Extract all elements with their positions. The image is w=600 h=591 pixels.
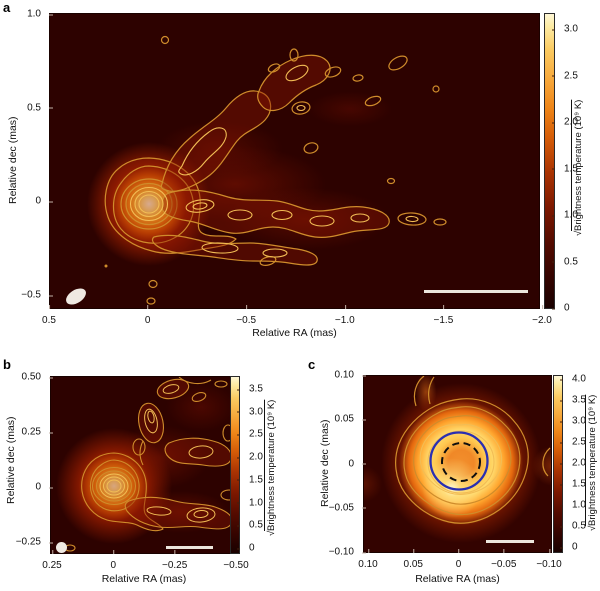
colorbar-label-text: Brightness temperature (10⁹ K) — [266, 399, 277, 532]
tick-label: 0.5 — [552, 256, 592, 267]
tick-label: 1.0 — [237, 497, 271, 508]
x-axis-label-c: Relative RA (mas) — [415, 573, 500, 585]
tick-label: 0.10 — [358, 549, 378, 570]
colorbar-label-c: √ Brightness temperature (10⁹ K) — [585, 380, 600, 546]
x-axis-label-a: Relative RA (mas) — [252, 327, 337, 339]
tick-label: 0 — [560, 542, 594, 553]
x-axis-label-b: Relative RA (mas) — [101, 573, 187, 585]
tick-label: 2.0 — [552, 117, 592, 128]
tick-label: 0 — [552, 303, 592, 314]
tick-label: 3.5 — [237, 384, 271, 395]
tick-label: 0 — [5, 196, 53, 207]
tick-label: 4.0 — [560, 374, 594, 385]
tick-label: −0.05 — [491, 549, 517, 570]
panel-a-image — [49, 13, 540, 309]
y-axis-label-b: Relative dec (mas) — [5, 416, 17, 504]
sqrt-sign: √ — [266, 531, 277, 537]
colorbar-c — [553, 375, 563, 553]
colorbar-a — [544, 13, 555, 309]
tick-label: −0.50 — [223, 550, 249, 571]
tick-label: 2.0 — [237, 452, 271, 463]
tick-label: −0.10 — [536, 549, 562, 570]
tick-label: 0.50 — [8, 372, 53, 383]
tick-label: 0 — [237, 543, 271, 554]
colorbar-label-text: Brightness temperature (10⁹ K) — [573, 99, 584, 232]
tick-label: 0.5 — [5, 102, 53, 113]
tick-label: −2.0 — [532, 305, 552, 326]
tick-label: 1.0 — [560, 500, 594, 511]
scale-bar — [486, 540, 534, 543]
panel-a-label: a — [3, 0, 11, 15]
y-axis-label-a: Relative dec (mas) — [7, 116, 19, 204]
tick-label: 0.10 — [322, 370, 366, 381]
tick-label: 2.5 — [560, 437, 594, 448]
tick-label: −0.5 — [5, 290, 53, 301]
colorbar-ticks-a: 3.0 2.5 2.0 1.5 1.0 0.5 0 — [552, 24, 592, 314]
tick-label: −1.5 — [433, 305, 454, 326]
panel-c-label: c — [308, 357, 316, 372]
tick-label: 2.5 — [552, 70, 592, 81]
tick-label: 0.5 — [237, 520, 271, 531]
x-axis-ticks-a: 0.5 0 −0.5 −1.0 −1.5 −2.0 — [42, 305, 552, 327]
tick-label: −0.05 — [322, 502, 366, 513]
x-axis-ticks-c: 0.10 0.05 0 −0.05 −0.10 — [358, 549, 562, 571]
tick-label: 3.0 — [552, 24, 592, 35]
colorbar-ticks-b: 3.5 3.0 2.5 2.0 1.5 1.0 0.5 0 — [237, 384, 271, 554]
blue-circle — [429, 431, 489, 491]
tick-label: 1.5 — [237, 474, 271, 485]
scale-bar — [166, 546, 213, 549]
tick-label: 3.5 — [560, 395, 594, 406]
panel-b-contours — [64, 377, 237, 552]
tick-label: 3.0 — [237, 406, 271, 417]
tick-label: 0.25 — [42, 550, 62, 571]
colorbar-label-a: √ Brightness temperature (10⁹ K) — [571, 37, 586, 299]
tick-label: −0.25 — [8, 537, 53, 548]
tick-label: 0 — [322, 458, 366, 469]
tick-label: 0.05 — [403, 549, 423, 570]
y-axis-ticks-b: 0.50 0.25 0 −0.25 — [8, 372, 53, 548]
x-axis-ticks-b: 0.25 0 −0.25 −0.50 — [42, 550, 249, 572]
panel-b-image — [50, 376, 238, 554]
colorbar-b — [230, 376, 240, 554]
colorbar-ticks-c: 4.0 3.5 3.0 2.5 2.0 1.5 1.0 0.5 0 — [560, 374, 594, 553]
panel-c-image — [363, 375, 552, 553]
tick-label: −0.10 — [322, 547, 366, 558]
tick-label: −1.0 — [334, 305, 355, 326]
scale-bar — [424, 290, 528, 293]
y-axis-ticks-c: 0.10 0.05 0 −0.05 −0.10 — [322, 370, 366, 558]
tick-label: 0 — [144, 305, 151, 326]
tick-label: 0 — [110, 550, 117, 571]
y-axis-ticks-a: 1.0 0.5 0 −0.5 — [5, 9, 53, 301]
tick-label: 1.0 — [552, 210, 592, 221]
tick-label: 0.25 — [8, 427, 53, 438]
tick-label: −0.25 — [162, 550, 188, 571]
tick-label: 0.05 — [322, 414, 366, 425]
tick-label: 1.0 — [5, 9, 53, 20]
tick-label: 0.5 — [42, 305, 56, 326]
panel-a-contours — [104, 35, 447, 305]
y-axis-label-c: Relative dec (mas) — [319, 419, 331, 507]
tick-label: 0 — [455, 549, 462, 570]
colorbar-label-text: Brightness temperature (10⁹ K) — [587, 394, 598, 527]
tick-label: 1.5 — [560, 479, 594, 490]
dashed-black-circle — [441, 442, 481, 482]
beam-circle — [56, 542, 67, 553]
tick-label: 0 — [8, 482, 53, 493]
tick-label: 3.0 — [560, 416, 594, 427]
sqrt-sign: √ — [573, 231, 584, 237]
tick-label: 2.5 — [237, 429, 271, 440]
colorbar-label-b: √ Brightness temperature (10⁹ K) — [264, 385, 279, 551]
tick-label: 2.0 — [560, 458, 594, 469]
panel-c-contours — [395, 376, 551, 524]
beam-ellipse — [63, 285, 89, 308]
tick-label: 0.5 — [560, 521, 594, 532]
sqrt-sign: √ — [587, 526, 598, 532]
tick-label: 1.5 — [552, 163, 592, 174]
panel-b-label: b — [3, 357, 11, 372]
tick-label: −0.5 — [236, 305, 257, 326]
